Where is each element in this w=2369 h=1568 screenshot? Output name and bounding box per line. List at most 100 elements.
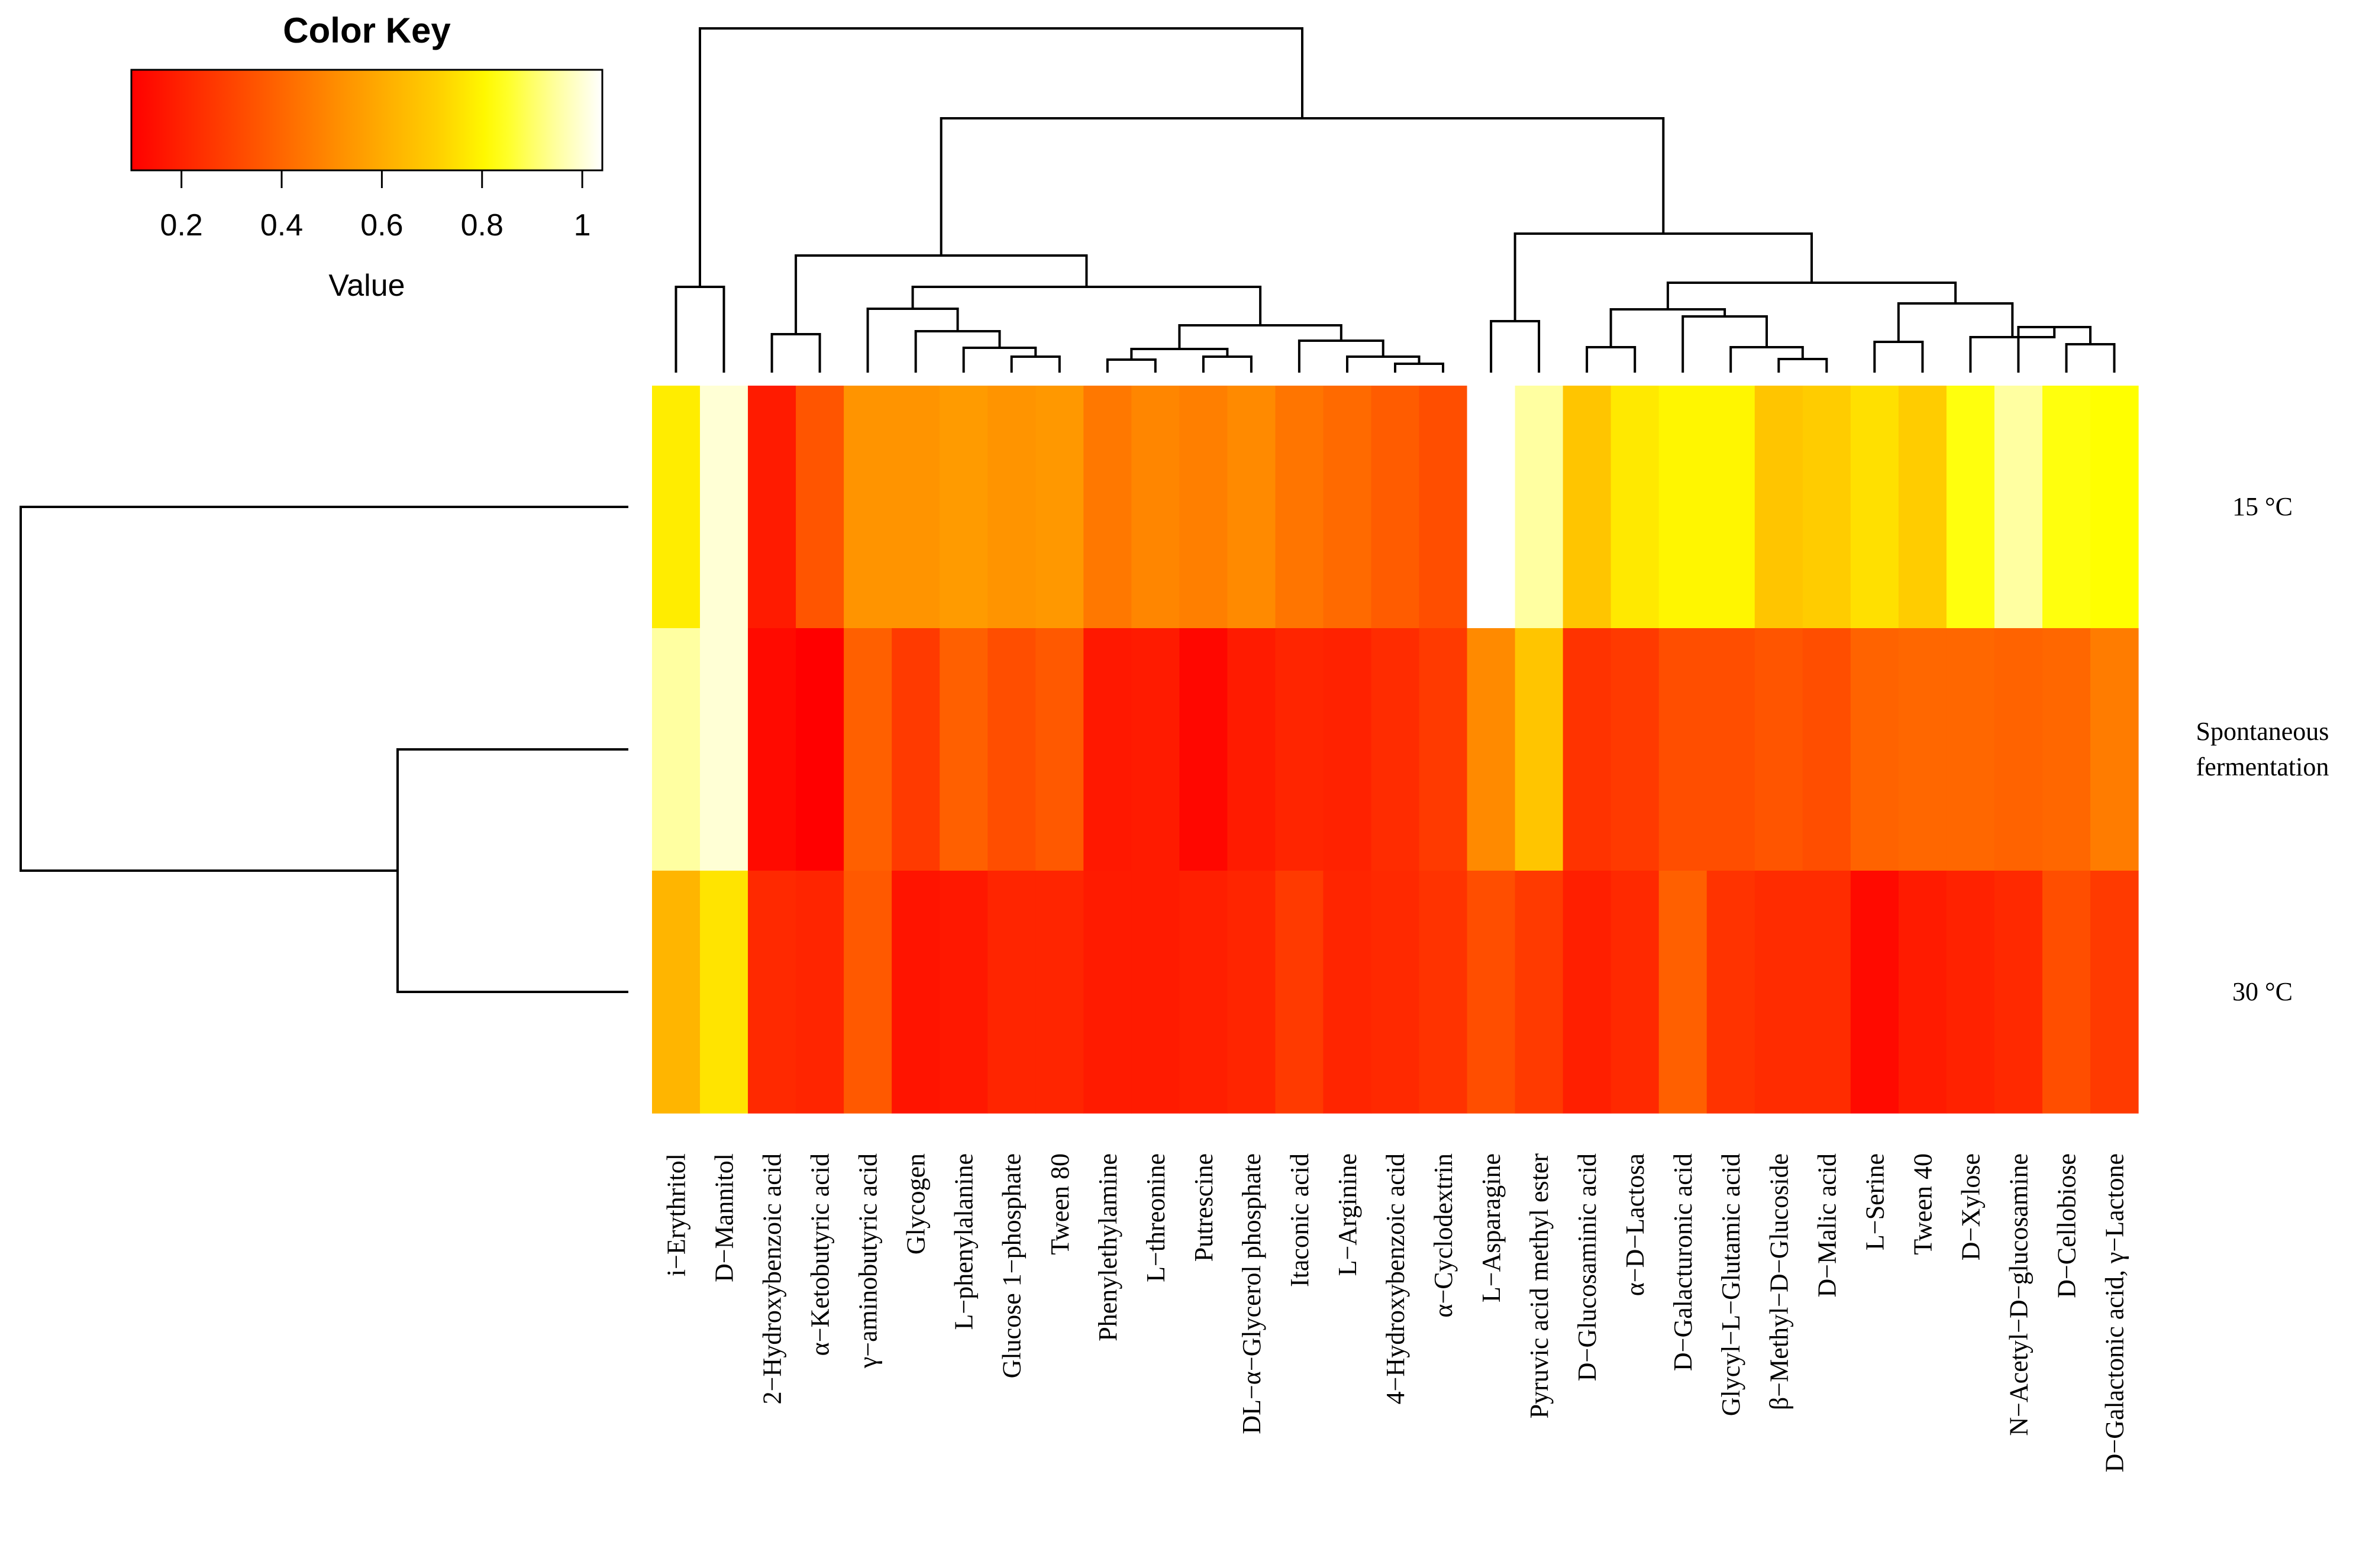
- column-label: γ−aminobutyric acid: [854, 1153, 883, 1369]
- heatmap-cell: [700, 628, 748, 871]
- heatmap-cell: [1515, 386, 1564, 629]
- heatmap-cell: [748, 871, 796, 1114]
- column-label: L−phenylalanine: [950, 1153, 979, 1330]
- column-dendrogram-branch: [914, 330, 1001, 373]
- heatmap-cell: [1515, 628, 1564, 871]
- color-key-tick-label: 0.2: [160, 208, 203, 243]
- heatmap-cell: [700, 386, 748, 629]
- heatmap-cell: [2090, 386, 2139, 629]
- heatmap-cell: [1131, 386, 1180, 629]
- heatmap-cell: [1323, 628, 1372, 871]
- heatmap-cells: [652, 386, 2139, 1114]
- column-label: N−Acetyl−D−glucosamine: [2004, 1153, 2033, 1436]
- column-dendrogram-branch: [699, 27, 1303, 287]
- heatmap-cell: [1754, 871, 1803, 1114]
- row-dendrogram: [20, 506, 628, 993]
- column-label: D−Glucosaminic acid: [1573, 1153, 1602, 1381]
- heatmap-cell: [940, 871, 988, 1114]
- column-label: α−Ketobutyric acid: [806, 1153, 835, 1356]
- column-label: D−Mannitol: [710, 1153, 739, 1282]
- row-labels: 15 °C Spontaneous fermentation 30 °C: [2196, 492, 2329, 1006]
- column-label: 4−Hydroxybenzoic acid: [1381, 1153, 1410, 1404]
- column-label: α−Cyclodextrin: [1429, 1153, 1458, 1318]
- heatmap-cell: [892, 386, 940, 629]
- column-label: Pyruvic acid methyl ester: [1525, 1153, 1554, 1419]
- column-label: α−D−Lactosa: [1621, 1153, 1650, 1296]
- heatmap-cell: [700, 871, 748, 1114]
- color-key: Color Key 0.2 0.4 0.6 0.8 1 Value: [130, 11, 603, 303]
- column-dendrogram-branch: [2065, 343, 2116, 373]
- heatmap-cell: [987, 871, 1036, 1114]
- heatmap-cell: [1515, 871, 1564, 1114]
- heatmap-cell: [1371, 871, 1420, 1114]
- column-label: D−Cellobiose: [2052, 1153, 2081, 1298]
- column-label: Glycogen: [902, 1153, 931, 1255]
- heatmap-cell: [844, 386, 892, 629]
- heatmap-cell: [1610, 386, 1660, 629]
- column-dendrogram-branch: [770, 333, 821, 373]
- column-dendrogram-branch: [1666, 282, 1957, 309]
- heatmap-cell: [1706, 628, 1755, 871]
- column-dendrogram-branch: [1202, 355, 1253, 373]
- column-label: Phenylethylamine: [1093, 1153, 1122, 1341]
- column-label: L−Asparagine: [1477, 1153, 1506, 1302]
- heatmap-cell: [1994, 628, 2043, 871]
- column-dendrogram-branch: [1106, 358, 1157, 373]
- heatmap-cell: [1946, 871, 1995, 1114]
- column-label: L−Serine: [1860, 1153, 1889, 1250]
- heatmap-cell: [1706, 871, 1755, 1114]
- column-label: β−Methyl−D−Glucoside: [1764, 1153, 1793, 1410]
- heatmap-cell: [1419, 628, 1468, 871]
- heatmap-cell: [940, 386, 988, 629]
- heatmap-cell: [2090, 871, 2139, 1114]
- heatmap-cell: [1658, 628, 1708, 871]
- heatmap-cell: [1419, 871, 1468, 1114]
- heatmap-cell: [1467, 871, 1516, 1114]
- column-dendrogram-branch: [1513, 232, 1813, 321]
- heatmap-cell: [1706, 386, 1755, 629]
- heatmap-cell: [1131, 628, 1180, 871]
- heatmap-cell: [1946, 386, 1995, 629]
- heatmap-cell: [1802, 871, 1851, 1114]
- heatmap-cell: [1563, 628, 1612, 871]
- color-key-tick-label: 0.4: [260, 208, 303, 243]
- heatmap-cell: [748, 386, 796, 629]
- column-dendrogram-branch: [1010, 355, 1061, 373]
- heatmap-cell: [1227, 386, 1276, 629]
- heatmap-cell: [1850, 871, 1899, 1114]
- heatmap-cell: [1083, 871, 1132, 1114]
- column-dendrogram-branch: [911, 286, 1262, 325]
- row-label: Spontaneous fermentation: [2196, 717, 2329, 781]
- column-dendrogram-branch: [1609, 308, 1726, 347]
- heatmap-cell: [1850, 386, 1899, 629]
- heatmap-cell: [796, 628, 844, 871]
- heatmap-cell: [2042, 628, 2091, 871]
- heatmap-cell: [940, 628, 988, 871]
- heatmap-cell: [1035, 871, 1084, 1114]
- column-label: L−Arginine: [1333, 1153, 1362, 1276]
- row-label: 15 °C: [2232, 492, 2293, 521]
- heatmap-cell: [1802, 628, 1851, 871]
- column-label: 2−Hydroxybenzoic acid: [758, 1153, 787, 1404]
- heatmap-cell: [1275, 871, 1324, 1114]
- heatmap-cell: [1658, 386, 1708, 629]
- column-labels: i−Erythritol D−Mannitol 2−Hydroxybenzoic a…: [662, 1153, 2129, 1473]
- column-label: Itaconic acid: [1285, 1153, 1314, 1287]
- heatmap-cell: [987, 628, 1036, 871]
- heatmap-cell: [1323, 871, 1372, 1114]
- heatmap-cell: [1994, 871, 2043, 1114]
- heatmap-cell: [1179, 628, 1228, 871]
- heatmap-cell: [1563, 386, 1612, 629]
- column-dendrogram-branch: [940, 117, 1665, 256]
- column-dendrogram-branch: [795, 254, 1088, 334]
- heatmap-cell: [2090, 628, 2139, 871]
- heatmap-cell: [1323, 386, 1372, 629]
- column-label: D−Malic acid: [1812, 1153, 1841, 1298]
- column-dendrogram-branch: [1178, 324, 1342, 349]
- heatmap-cell: [844, 628, 892, 871]
- heatmap-cell: [1419, 386, 1468, 629]
- column-label: Tween 80: [1045, 1153, 1074, 1255]
- heatmap-cell: [1658, 871, 1708, 1114]
- column-dendrogram-branch: [1130, 348, 1229, 360]
